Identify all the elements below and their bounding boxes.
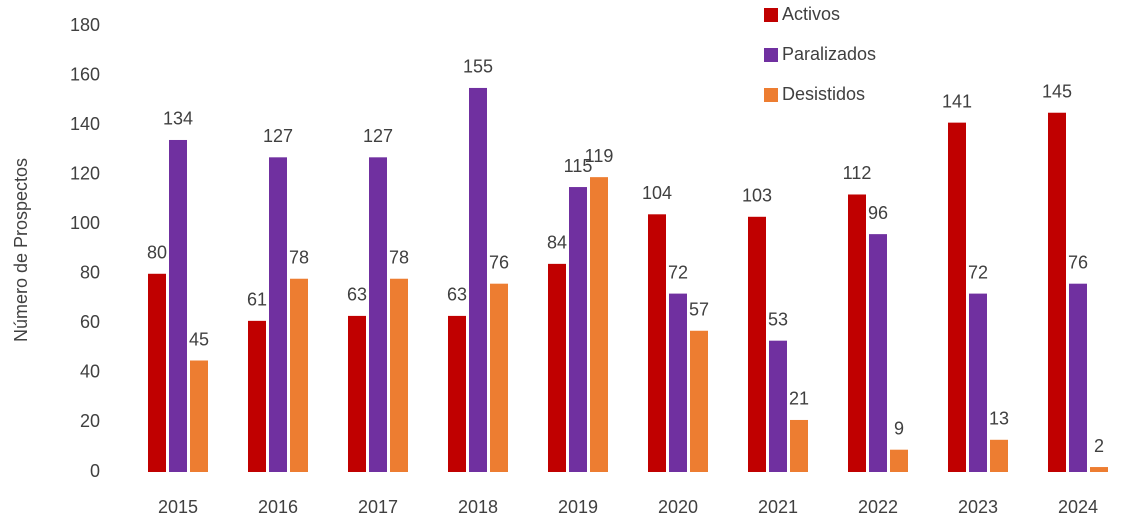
x-tick-label: 2021 [758, 497, 798, 517]
bar [390, 278, 408, 472]
bar [490, 283, 508, 472]
x-tick-label: 2019 [558, 497, 598, 517]
bar [548, 263, 566, 472]
bar [148, 273, 166, 472]
bar [1090, 467, 1108, 472]
bar [190, 360, 208, 472]
data-label: 115 [564, 156, 593, 176]
y-tick-label: 0 [90, 461, 100, 481]
bar [948, 122, 966, 472]
data-label: 72 [668, 262, 688, 282]
x-tick-label: 2018 [458, 497, 498, 517]
bar [990, 439, 1008, 472]
bar [448, 315, 466, 472]
data-label: 155 [463, 57, 493, 77]
data-label: 112 [843, 163, 872, 183]
y-tick-label: 120 [70, 163, 100, 183]
data-label: 145 [1042, 81, 1072, 101]
legend-label: Activos [782, 4, 840, 24]
data-label: 78 [389, 247, 409, 267]
bar [869, 234, 887, 472]
bar [690, 330, 708, 472]
x-tick-label: 2022 [858, 497, 898, 517]
data-label: 57 [689, 300, 709, 320]
data-label: 63 [347, 285, 367, 305]
y-tick-label: 160 [70, 64, 100, 84]
y-tick-label: 100 [70, 213, 100, 233]
data-label: 127 [363, 126, 393, 146]
bar [348, 315, 366, 472]
data-label: 9 [894, 418, 904, 438]
data-label: 134 [163, 109, 193, 129]
bar [969, 293, 987, 472]
x-tick-label: 2016 [258, 497, 298, 517]
bar [290, 278, 308, 472]
x-tick-label: 2020 [658, 497, 698, 517]
legend-swatch [764, 8, 778, 22]
legend-label: Paralizados [782, 44, 876, 64]
data-label: 2 [1094, 436, 1104, 456]
data-label: 61 [247, 290, 267, 310]
data-label: 84 [547, 233, 567, 253]
bar [590, 177, 608, 472]
data-label: 45 [189, 329, 209, 349]
data-label: 104 [642, 183, 672, 203]
data-label: 78 [289, 247, 309, 267]
data-label: 53 [768, 309, 788, 329]
bar [769, 340, 787, 472]
legend-label: Desistidos [782, 84, 865, 104]
data-label: 76 [489, 252, 509, 272]
y-tick-label: 140 [70, 114, 100, 134]
bar [169, 139, 187, 472]
bar [890, 449, 908, 472]
data-label: 80 [147, 243, 167, 263]
legend-swatch [764, 88, 778, 102]
bar [669, 293, 687, 472]
bar [648, 214, 666, 473]
x-tick-label: 2017 [358, 497, 398, 517]
y-tick-label: 60 [80, 312, 100, 332]
data-label: 141 [942, 91, 972, 111]
bar [790, 419, 808, 472]
data-label: 96 [868, 203, 888, 223]
bar [369, 157, 387, 473]
y-tick-label: 80 [80, 263, 100, 283]
y-tick-label: 40 [80, 362, 100, 382]
bar [569, 187, 587, 473]
y-axis-label: Número de Prospectos [11, 158, 31, 342]
data-label: 63 [447, 285, 467, 305]
legend-swatch [764, 48, 778, 62]
bar [1069, 283, 1087, 472]
bar [248, 320, 266, 472]
y-tick-label: 180 [70, 15, 100, 35]
data-label: 13 [989, 409, 1009, 429]
bar [748, 216, 766, 472]
bar [269, 157, 287, 473]
data-label: 72 [968, 262, 988, 282]
data-label: 127 [263, 126, 293, 146]
bar [848, 194, 866, 472]
data-label: 76 [1068, 252, 1088, 272]
x-tick-label: 2015 [158, 497, 198, 517]
data-label: 103 [742, 186, 772, 206]
data-label: 21 [789, 389, 809, 409]
y-tick-label: 20 [80, 411, 100, 431]
data-label: 119 [585, 146, 614, 166]
x-tick-label: 2023 [958, 497, 998, 517]
bar [469, 87, 487, 472]
bar [1048, 112, 1066, 472]
x-tick-label: 2024 [1058, 497, 1098, 517]
